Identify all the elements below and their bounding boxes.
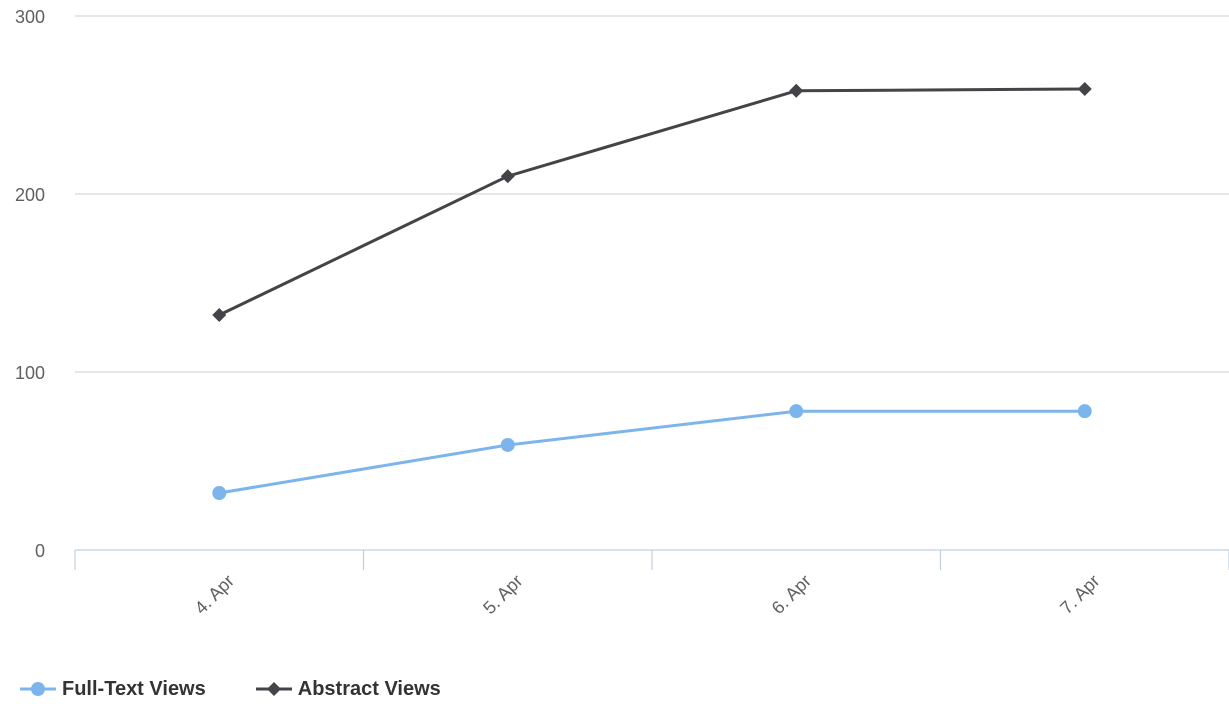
- data-point-abstract-views: [212, 308, 227, 323]
- data-point-abstract-views: [500, 169, 515, 184]
- data-point-full-text-views: [212, 486, 227, 501]
- legend-symbol-full-text-views: [20, 682, 56, 696]
- legend-item-abstract-views[interactable]: Abstract Views: [255, 677, 441, 701]
- legend-item-full-text-views[interactable]: Full-Text Views: [20, 678, 206, 701]
- legend-symbol-abstract-views: [255, 682, 292, 696]
- series-layer: [212, 81, 1092, 501]
- legend-label-full-text-views: Full-Text Views: [62, 677, 206, 700]
- data-point-full-text-views: [789, 404, 804, 419]
- x-tick-label: 6. Apr: [768, 571, 815, 618]
- x-tick-label: 4. Apr: [191, 571, 238, 618]
- chart-legend: Full-Text Views Abstract Views: [20, 674, 491, 704]
- line-chart: 0 100 200 300 4. Apr 5. Apr 6. Apr 7. Apr: [15, 7, 1229, 618]
- series-line-abstract-views: [217, 87, 1087, 317]
- data-point-abstract-views: [789, 83, 804, 98]
- y-axis: 0 100 200 300: [15, 7, 45, 561]
- x-axis: 4. Apr 5. Apr 6. Apr 7. Apr: [74, 549, 1229, 618]
- y-tick-label: 100: [15, 363, 45, 383]
- legend-label-abstract-views: Abstract Views: [297, 677, 441, 700]
- data-point-full-text-views: [500, 437, 515, 452]
- data-point-abstract-views: [1077, 81, 1092, 96]
- series-line-full-text-views: [217, 409, 1087, 495]
- series-abstract-views: [212, 81, 1092, 323]
- x-tick-label: 7. Apr: [1056, 571, 1103, 618]
- y-tick-label: 300: [15, 7, 45, 27]
- y-tick-label: 0: [35, 541, 45, 561]
- y-tick-label: 200: [15, 185, 45, 205]
- grid-lines: [75, 15, 1229, 373]
- series-full-text-views: [212, 404, 1092, 501]
- x-tick-label: 5. Apr: [479, 571, 526, 618]
- data-point-full-text-views: [1077, 404, 1092, 419]
